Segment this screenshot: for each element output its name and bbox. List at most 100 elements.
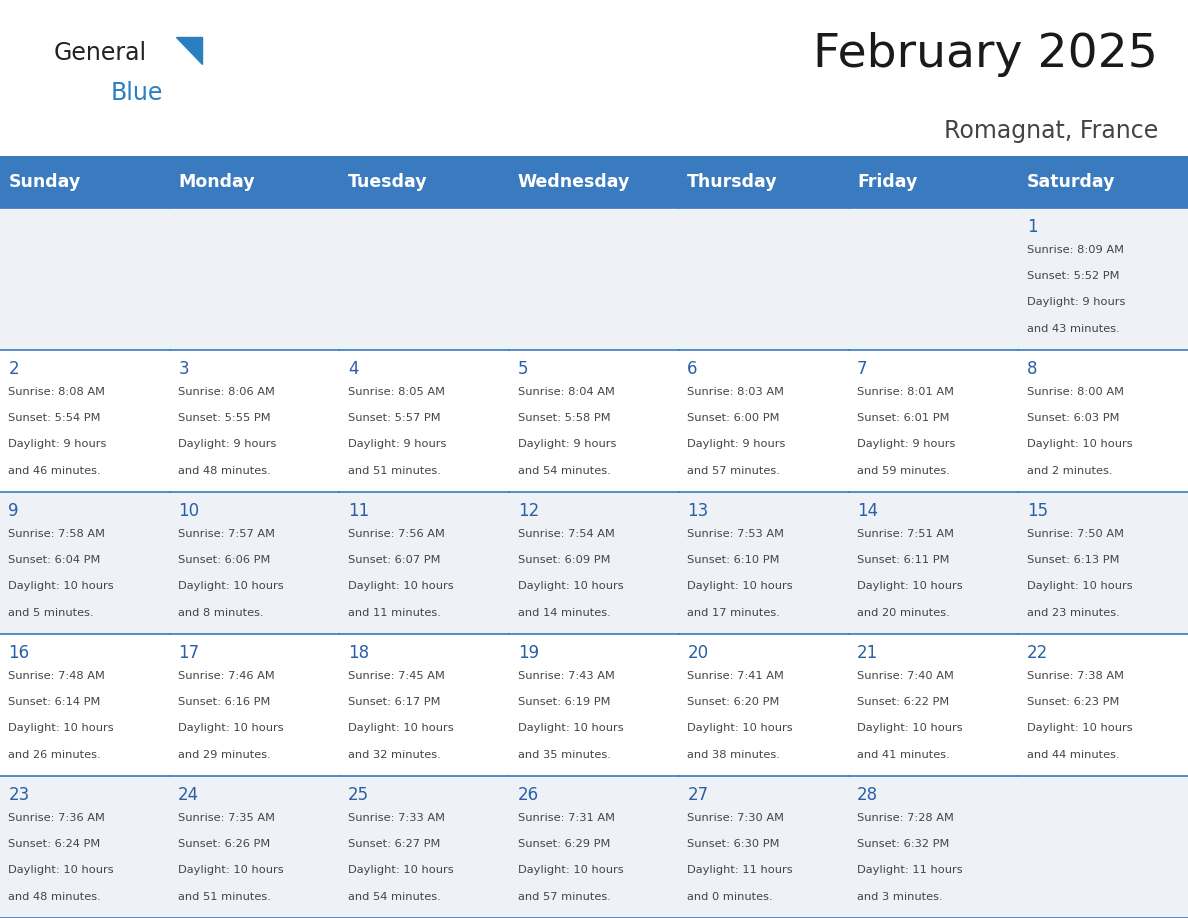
Text: and 20 minutes.: and 20 minutes. — [857, 608, 950, 618]
Bar — [170, 156, 340, 207]
Text: Sunset: 6:20 PM: Sunset: 6:20 PM — [688, 697, 779, 707]
Bar — [0, 492, 170, 634]
Bar — [0, 207, 170, 350]
Text: and 51 minutes.: and 51 minutes. — [348, 465, 441, 476]
Bar — [848, 156, 1018, 207]
Text: Sunrise: 8:06 AM: Sunrise: 8:06 AM — [178, 386, 276, 397]
Text: Sunrise: 7:33 AM: Sunrise: 7:33 AM — [348, 813, 446, 823]
Bar — [848, 350, 1018, 492]
Bar — [170, 207, 340, 350]
Text: Sunset: 6:22 PM: Sunset: 6:22 PM — [857, 697, 949, 707]
Text: Sunrise: 8:01 AM: Sunrise: 8:01 AM — [857, 386, 954, 397]
Text: and 5 minutes.: and 5 minutes. — [8, 608, 94, 618]
Text: Sunrise: 7:43 AM: Sunrise: 7:43 AM — [518, 671, 614, 681]
Text: Daylight: 10 hours: Daylight: 10 hours — [1026, 440, 1132, 450]
Bar — [848, 492, 1018, 634]
Text: 22: 22 — [1026, 644, 1048, 662]
Text: Daylight: 10 hours: Daylight: 10 hours — [348, 723, 454, 733]
Text: and 43 minutes.: and 43 minutes. — [1026, 324, 1119, 333]
Text: Blue: Blue — [110, 81, 163, 105]
Text: Sunset: 6:32 PM: Sunset: 6:32 PM — [857, 839, 949, 849]
Bar — [510, 776, 678, 918]
Text: Sunset: 6:07 PM: Sunset: 6:07 PM — [348, 555, 441, 565]
Text: Daylight: 10 hours: Daylight: 10 hours — [8, 866, 114, 876]
Bar — [678, 207, 848, 350]
Bar — [678, 350, 848, 492]
Text: 23: 23 — [8, 786, 30, 804]
Text: Sunset: 6:19 PM: Sunset: 6:19 PM — [518, 697, 611, 707]
Text: Daylight: 10 hours: Daylight: 10 hours — [857, 581, 962, 591]
Text: Sunset: 6:04 PM: Sunset: 6:04 PM — [8, 555, 101, 565]
Text: Sunrise: 7:35 AM: Sunrise: 7:35 AM — [178, 813, 276, 823]
Text: 8: 8 — [1026, 360, 1037, 378]
Bar — [340, 207, 510, 350]
Text: and 3 minutes.: and 3 minutes. — [857, 891, 943, 901]
Bar — [0, 350, 170, 492]
Text: Daylight: 9 hours: Daylight: 9 hours — [178, 440, 277, 450]
Text: Sunset: 6:27 PM: Sunset: 6:27 PM — [348, 839, 441, 849]
Bar — [678, 156, 848, 207]
Bar — [1018, 776, 1188, 918]
Text: Sunset: 6:00 PM: Sunset: 6:00 PM — [688, 413, 779, 423]
Text: Daylight: 10 hours: Daylight: 10 hours — [518, 723, 624, 733]
Text: Daylight: 10 hours: Daylight: 10 hours — [518, 866, 624, 876]
Bar — [510, 207, 678, 350]
Text: and 38 minutes.: and 38 minutes. — [688, 750, 781, 760]
Text: Sunrise: 8:05 AM: Sunrise: 8:05 AM — [348, 386, 446, 397]
Bar — [848, 634, 1018, 776]
Text: Sunrise: 7:38 AM: Sunrise: 7:38 AM — [1026, 671, 1124, 681]
Bar — [340, 492, 510, 634]
Text: Sunset: 5:57 PM: Sunset: 5:57 PM — [348, 413, 441, 423]
Text: Sunset: 6:23 PM: Sunset: 6:23 PM — [1026, 697, 1119, 707]
Text: and 17 minutes.: and 17 minutes. — [688, 608, 781, 618]
Bar — [510, 156, 678, 207]
Text: Sunrise: 7:40 AM: Sunrise: 7:40 AM — [857, 671, 954, 681]
Text: 6: 6 — [688, 360, 697, 378]
Text: and 48 minutes.: and 48 minutes. — [178, 465, 271, 476]
Text: Thursday: Thursday — [688, 173, 778, 191]
Text: Sunrise: 7:50 AM: Sunrise: 7:50 AM — [1026, 529, 1124, 539]
Text: 3: 3 — [178, 360, 189, 378]
Text: and 44 minutes.: and 44 minutes. — [1026, 750, 1119, 760]
Text: Friday: Friday — [857, 173, 917, 191]
Text: 17: 17 — [178, 644, 200, 662]
Text: and 35 minutes.: and 35 minutes. — [518, 750, 611, 760]
Text: Sunset: 6:30 PM: Sunset: 6:30 PM — [688, 839, 779, 849]
Bar — [170, 492, 340, 634]
Text: Sunset: 6:06 PM: Sunset: 6:06 PM — [178, 555, 271, 565]
Text: 13: 13 — [688, 502, 708, 520]
Text: 7: 7 — [857, 360, 867, 378]
Text: Sunrise: 8:00 AM: Sunrise: 8:00 AM — [1026, 386, 1124, 397]
Text: Sunset: 6:26 PM: Sunset: 6:26 PM — [178, 839, 271, 849]
Text: Daylight: 11 hours: Daylight: 11 hours — [688, 866, 792, 876]
Text: Daylight: 10 hours: Daylight: 10 hours — [518, 581, 624, 591]
Text: Daylight: 9 hours: Daylight: 9 hours — [688, 440, 785, 450]
Text: Sunrise: 8:03 AM: Sunrise: 8:03 AM — [688, 386, 784, 397]
Text: and 51 minutes.: and 51 minutes. — [178, 891, 271, 901]
Text: February 2025: February 2025 — [814, 32, 1158, 77]
Text: Sunrise: 7:46 AM: Sunrise: 7:46 AM — [178, 671, 274, 681]
Text: 26: 26 — [518, 786, 538, 804]
Text: Sunrise: 7:31 AM: Sunrise: 7:31 AM — [518, 813, 614, 823]
Text: 14: 14 — [857, 502, 878, 520]
Text: Wednesday: Wednesday — [518, 173, 630, 191]
Bar — [1018, 634, 1188, 776]
Text: and 23 minutes.: and 23 minutes. — [1026, 608, 1119, 618]
Text: Daylight: 9 hours: Daylight: 9 hours — [518, 440, 617, 450]
Bar — [678, 776, 848, 918]
Text: Sunrise: 7:58 AM: Sunrise: 7:58 AM — [8, 529, 106, 539]
Bar — [678, 492, 848, 634]
Text: and 59 minutes.: and 59 minutes. — [857, 465, 950, 476]
Bar — [0, 634, 170, 776]
Text: Sunset: 6:14 PM: Sunset: 6:14 PM — [8, 697, 101, 707]
Text: and 32 minutes.: and 32 minutes. — [348, 750, 441, 760]
Bar — [170, 634, 340, 776]
Text: and 54 minutes.: and 54 minutes. — [348, 891, 441, 901]
Text: 18: 18 — [348, 644, 369, 662]
Bar — [340, 634, 510, 776]
Text: Daylight: 10 hours: Daylight: 10 hours — [348, 581, 454, 591]
Text: Daylight: 10 hours: Daylight: 10 hours — [688, 723, 792, 733]
Text: Sunset: 6:09 PM: Sunset: 6:09 PM — [518, 555, 611, 565]
Text: and 0 minutes.: and 0 minutes. — [688, 891, 773, 901]
Text: and 54 minutes.: and 54 minutes. — [518, 465, 611, 476]
